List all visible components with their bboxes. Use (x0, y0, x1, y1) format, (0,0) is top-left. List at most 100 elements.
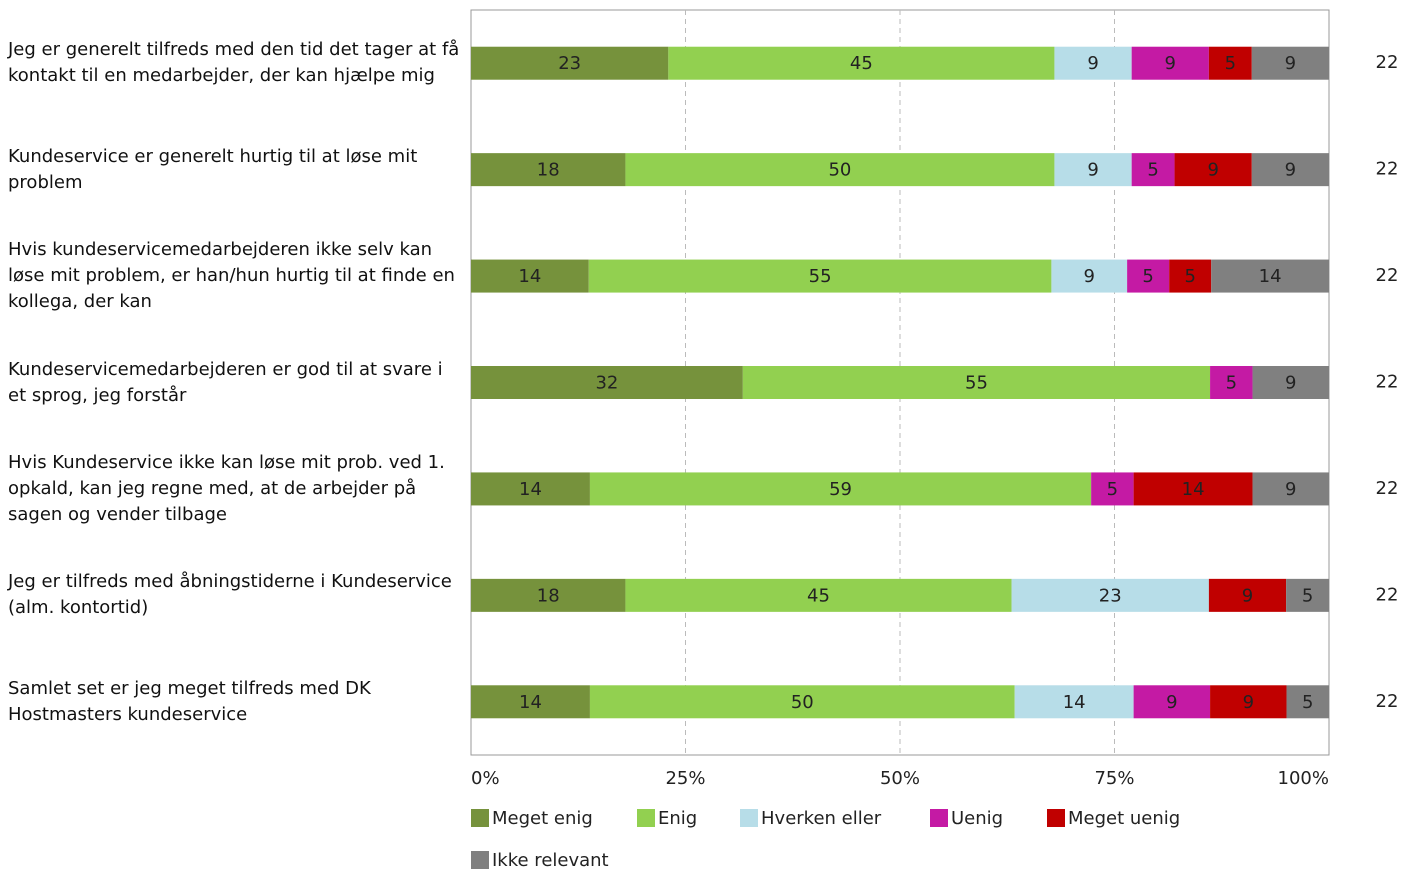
category-label: Jeg er generelt tilfreds med den tid det… (8, 39, 460, 87)
bar-segment (1174, 153, 1252, 187)
data-label: 50 (791, 692, 814, 713)
bar-segment (1251, 153, 1329, 187)
data-label: 14 (1063, 692, 1086, 713)
data-label: 9 (1087, 160, 1098, 181)
legend-swatch (637, 809, 655, 827)
bar-segment (1054, 46, 1132, 80)
legend-label: Uenig (951, 808, 1003, 829)
data-label: 9 (1285, 373, 1296, 394)
bar-segment (1252, 366, 1329, 399)
bar-segment (1133, 472, 1253, 506)
data-label: 14 (519, 479, 542, 500)
bar-segment (1133, 685, 1211, 719)
data-label: 5 (1142, 266, 1153, 287)
category-label: Kundeservicemedarbejderen er god til at … (8, 358, 443, 406)
data-label: 5 (1107, 479, 1118, 500)
bar-segment (589, 685, 1015, 719)
legend-swatch (471, 809, 489, 827)
legend-swatch (471, 851, 489, 869)
bar-segment (1014, 685, 1134, 719)
bar-segment (1091, 472, 1134, 506)
bar-segment (471, 685, 590, 719)
bar-segment (1252, 472, 1329, 506)
bar-segment (471, 578, 626, 612)
bar-segment (588, 259, 1052, 293)
data-label: 45 (850, 53, 873, 74)
x-tick-label: 100% (1278, 768, 1329, 789)
data-label: 9 (1165, 53, 1176, 74)
bar-segment (1208, 46, 1252, 80)
legend-label: Hverken eller (761, 808, 882, 829)
data-label: 14 (519, 692, 542, 713)
data-label: 32 (595, 373, 618, 394)
bar-segment (1208, 578, 1287, 612)
data-label: 9 (1084, 266, 1095, 287)
data-label: 9 (1285, 160, 1296, 181)
bar-segment (589, 472, 1092, 506)
data-label: 18 (537, 585, 560, 606)
data-label: 5 (1226, 373, 1237, 394)
data-label: 9 (1207, 160, 1218, 181)
bar-segment (625, 153, 1055, 187)
data-label: 5 (1147, 160, 1158, 181)
data-label: 14 (1182, 479, 1205, 500)
bar-segment (1054, 153, 1132, 187)
category-label: Kundeservice er generelt hurtig til at l… (8, 145, 418, 193)
data-label: 9 (1285, 53, 1296, 74)
bar-segment (471, 259, 589, 293)
bar-segment (1051, 259, 1128, 293)
bar-segment (471, 472, 590, 506)
data-label: 5 (1302, 585, 1313, 606)
data-label: 9 (1285, 479, 1296, 500)
data-label: 9 (1242, 585, 1253, 606)
legend-swatch (1047, 809, 1065, 827)
n-label: 22 (1376, 478, 1399, 499)
legend-swatch (930, 809, 948, 827)
data-label: 55 (809, 266, 832, 287)
bar-segment (1211, 259, 1329, 293)
n-label: 22 (1376, 159, 1399, 180)
bar-segment (1011, 578, 1209, 612)
bar-segment (1131, 153, 1175, 187)
bar-segment (471, 366, 743, 399)
legend-label: Meget enig (492, 808, 593, 829)
x-tick-label: 50% (880, 768, 920, 789)
n-label: 22 (1376, 691, 1399, 712)
bar-segment (1210, 366, 1253, 399)
data-label: 5 (1225, 53, 1236, 74)
bar-segment (471, 153, 626, 187)
bar-segment (1251, 46, 1329, 80)
data-label: 18 (537, 160, 560, 181)
bar-segment (625, 578, 1012, 612)
legend-swatch (740, 809, 758, 827)
bar-segment (1286, 578, 1329, 612)
data-label: 9 (1166, 692, 1177, 713)
bar-segment (742, 366, 1211, 399)
x-tick-label: 0% (471, 768, 500, 789)
data-label: 45 (807, 585, 830, 606)
n-label: 22 (1376, 265, 1399, 286)
data-label: 9 (1243, 692, 1254, 713)
category-label: Samlet set er jeg meget tilfreds med DK … (8, 677, 371, 725)
data-label: 23 (558, 53, 581, 74)
n-label: 22 (1376, 372, 1399, 393)
bar-segment (1131, 46, 1209, 80)
legend-label: Meget uenig (1068, 808, 1180, 829)
n-label: 22 (1376, 52, 1399, 73)
legend-label: Enig (658, 808, 697, 829)
x-tick-label: 25% (665, 768, 705, 789)
data-label: 9 (1087, 53, 1098, 74)
data-label: 14 (1259, 266, 1282, 287)
data-label: 14 (518, 266, 541, 287)
category-label: Hvis kundeservicemedarbejderen ikke selv… (8, 239, 455, 313)
bar-segment (1127, 259, 1170, 293)
category-label: Hvis Kundeservice ikke kan løse mit prob… (8, 451, 445, 525)
bar-segment (1286, 685, 1329, 719)
data-label: 50 (828, 160, 851, 181)
category-label: Jeg er tilfreds med åbningstiderne i Kun… (8, 571, 452, 619)
bar-segment (668, 46, 1055, 80)
legend-label: Ikke relevant (492, 850, 609, 870)
data-label: 5 (1302, 692, 1313, 713)
data-label: 23 (1099, 585, 1122, 606)
